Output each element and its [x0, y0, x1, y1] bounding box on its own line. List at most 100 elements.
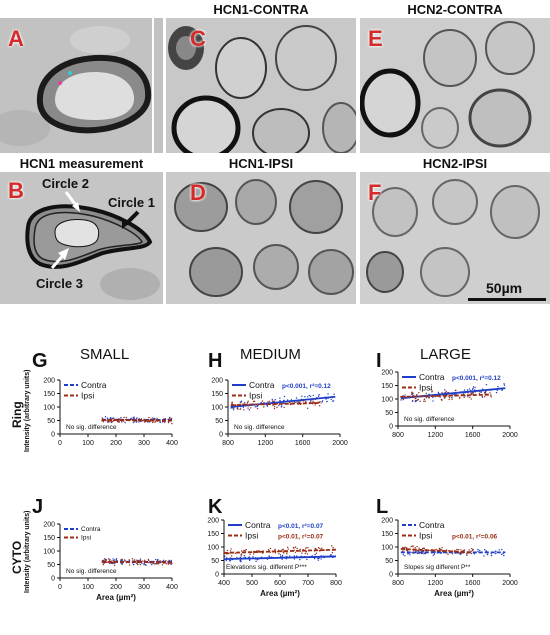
scatter-point [402, 554, 404, 556]
scatter-point [444, 391, 447, 394]
y-tick-label: 200 [381, 518, 393, 525]
scatter-point [288, 401, 291, 404]
scatter-point [160, 561, 162, 563]
scatter-point [425, 392, 428, 395]
scatter-point [305, 547, 307, 549]
significance-note: No sig. difference [234, 424, 285, 431]
chart-i: 0 50 100 150 200 800 1200 1600 2000 Contra Ipsi p<0… [381, 370, 518, 452]
scatter-point [131, 558, 134, 560]
scatter-point [167, 563, 170, 565]
x-tick-label: 200 [110, 440, 122, 447]
scatter-point [231, 401, 233, 403]
x-tick-label: 1600 [295, 440, 311, 447]
scatter-point [451, 398, 453, 400]
row-ylabel-cyto: Intensity (arbitrary units) [24, 510, 31, 593]
x-tick-label: 0 [58, 584, 62, 591]
scatter-point [314, 404, 316, 406]
scatter-point [293, 558, 296, 560]
scatter-point [412, 392, 414, 395]
scatter-point [139, 558, 142, 560]
scatter-point [293, 555, 296, 557]
chart-svg: 0 50 100 150 200 0 100 200 300 400 Area (µm²) Contr… [43, 522, 178, 603]
scatter-point [269, 547, 272, 550]
scatter-point [497, 386, 499, 388]
chart-letter-j: J [32, 496, 44, 518]
x-tick-label: 1200 [428, 580, 444, 587]
scatter-point [141, 562, 143, 565]
scatter-point [417, 398, 420, 401]
scatter-point [432, 400, 434, 402]
panel-title-c: HCN1-CONTRA [213, 2, 309, 17]
x-axis-label: Area (µm²) [96, 593, 136, 602]
scatter-point [485, 383, 488, 386]
scatter-point [444, 389, 446, 391]
significance-note: No sig. difference [66, 568, 117, 575]
scatter-point [460, 549, 462, 551]
scatter-point [229, 550, 232, 552]
panel-title-d: HCN1-IPSI [228, 156, 294, 171]
scatter-point [481, 396, 484, 398]
scatter-point [156, 559, 159, 562]
scatter-point [255, 560, 257, 562]
scatter-point [474, 386, 476, 389]
x-tick-label: 400 [166, 584, 178, 591]
scatter-point [443, 396, 446, 399]
scatter-point [139, 563, 142, 566]
scatter-point [128, 559, 130, 561]
scatter-point [244, 402, 246, 404]
chart-h: 0 50 100 150 200 800 1200 1600 2000 Contra Ipsi p<0… [211, 378, 348, 460]
scatter-point [225, 559, 227, 562]
scatter-point [312, 400, 314, 402]
scatter-point [282, 551, 284, 553]
legend-label: Ipsi [249, 390, 262, 400]
scatter-point [318, 550, 320, 552]
scatter-point [295, 397, 298, 399]
scatter-point [431, 390, 433, 392]
scatter-point [148, 419, 150, 421]
scatter-point [152, 421, 154, 424]
y-tick-label: 200 [207, 518, 219, 525]
scatter-point [168, 417, 171, 419]
scatter-point [143, 562, 145, 565]
scatter-point [279, 554, 282, 556]
scatter-point [332, 547, 334, 549]
significance-note: Elevations sig. different P*** [226, 564, 307, 571]
scatter-point [136, 562, 138, 564]
scatter-point [155, 563, 157, 565]
scale-bar [468, 298, 546, 301]
x-tick-label: 1200 [428, 432, 444, 439]
scatter-point [286, 552, 288, 555]
scatter-point [105, 559, 108, 561]
panel-letter-c: C [190, 26, 206, 51]
scatter-point [472, 386, 475, 388]
chart-svg: 0 50 100 150 200 800 1200 1600 2000 Area (µm²) Con… [381, 518, 518, 599]
scatter-point [425, 396, 428, 399]
scatter-point [243, 409, 245, 411]
x-tick-label: 2000 [502, 580, 518, 587]
scatter-point [439, 548, 441, 551]
scatter-point [496, 389, 498, 392]
panel-letter-b: B [8, 178, 24, 203]
scatter-point [133, 559, 136, 561]
y-tick-label: 0 [219, 432, 223, 439]
y-tick-label: 50 [385, 558, 393, 565]
scatter-point [295, 401, 297, 404]
chart-svg: 0 50 100 150 200 400 500 600 700 800 Area (µm²) Con… [207, 518, 342, 599]
y-tick-label: 200 [43, 522, 55, 529]
scatter-point [142, 560, 144, 562]
scatter-point [228, 552, 230, 554]
scatter-point [480, 391, 482, 393]
scatter-point [327, 393, 329, 395]
scatter-point [429, 388, 431, 391]
micrograph-panel-e [360, 18, 550, 153]
scatter-point [412, 400, 414, 402]
scatter-point [330, 553, 332, 556]
fit-line-ipsi [400, 393, 492, 398]
scatter-point [153, 417, 156, 420]
scatter-point [240, 550, 243, 552]
scatter-point [151, 563, 153, 566]
scatter-point [323, 549, 326, 551]
chart-title-h: MEDIUM [240, 346, 301, 363]
scatter-point [112, 559, 115, 562]
scatter-point [495, 552, 497, 555]
